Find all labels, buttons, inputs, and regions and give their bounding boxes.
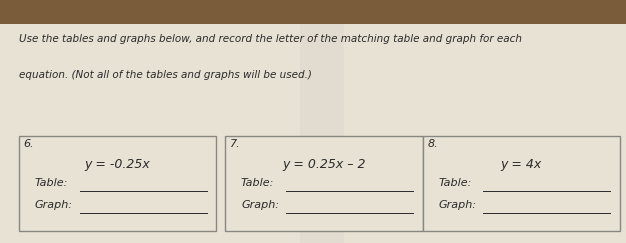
Bar [0,0,626,24]
Text: Use the tables and graphs below, and record the letter of the matching table and: Use the tables and graphs below, and rec… [19,34,522,44]
Bar [19,136,216,231]
Text: y = 4x: y = 4x [501,158,541,171]
Text: Graph:: Graph: [241,200,279,210]
Text: Table:: Table: [438,178,471,188]
Text: 6.: 6. [24,139,34,148]
Text: Graph:: Graph: [34,200,73,210]
Bar [225,136,423,231]
Bar [423,136,620,231]
Text: Graph:: Graph: [438,200,476,210]
Text: Table:: Table: [34,178,68,188]
Text: equation. (Not all of the tables and graphs will be used.): equation. (Not all of the tables and gra… [19,70,312,80]
Text: y = -0.25x: y = -0.25x [85,158,150,171]
Bar [300,24,344,243]
Text: 8.: 8. [428,139,438,148]
Text: Table:: Table: [241,178,274,188]
Text: y = 0.25x – 2: y = 0.25x – 2 [282,158,366,171]
Text: 7.: 7. [230,139,241,148]
